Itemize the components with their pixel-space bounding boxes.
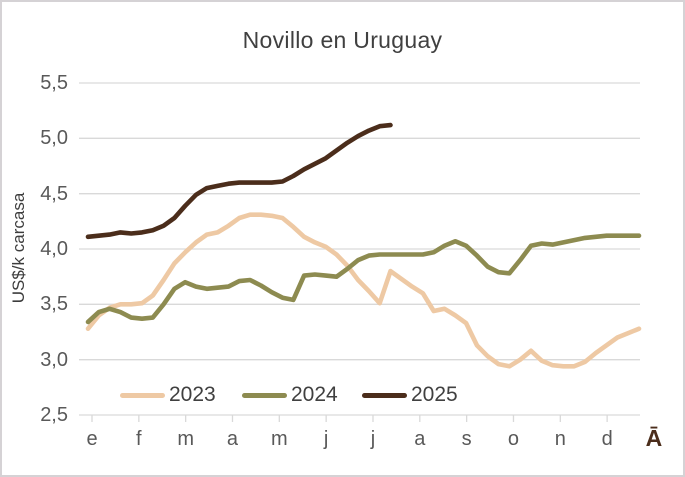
y-tick-label: 5,0 [40, 127, 68, 150]
x-axis-overflow-label: Ā [645, 425, 663, 451]
y-tick-label: 2,5 [40, 404, 68, 426]
y-tick-label: 4,5 [40, 182, 68, 205]
chart-title: Novillo en Uruguay [242, 27, 443, 53]
y-tick-label: 3,0 [40, 348, 68, 371]
x-tick-label: m [270, 428, 288, 450]
legend-label: 2025 [411, 383, 458, 406]
x-tick-label: a [414, 428, 426, 450]
y-tick-label: 5,5 [40, 72, 68, 94]
series-line-2023 [85, 212, 642, 369]
x-tick-label: o [507, 428, 520, 450]
x-tick-label: j [370, 428, 376, 450]
x-tick-label: e [86, 428, 98, 450]
y-tick-label: 3,5 [40, 293, 68, 316]
x-tick-label: s [461, 428, 472, 450]
series-line-2024 [85, 233, 642, 325]
legend-item-2023: 2023 [120, 383, 216, 406]
x-tick-label: j [323, 428, 329, 450]
legend-swatch-2024 [242, 392, 287, 398]
legend-swatch-2025 [362, 392, 407, 398]
y-tick-label: 4,0 [40, 238, 68, 260]
x-tick-label: d [601, 428, 613, 450]
legend-label: 2024 [291, 383, 338, 406]
legend-item-2024: 2024 [242, 383, 338, 406]
legend-swatch-2023 [120, 392, 165, 398]
x-tick-label: a [226, 428, 239, 450]
x-tick-label: f [136, 428, 142, 450]
series-line-2025 [85, 122, 393, 240]
legend-item-2025: 2025 [362, 383, 458, 406]
legend-label: 2023 [169, 383, 216, 406]
x-tick-label: n [554, 428, 566, 450]
x-tick-label: m [177, 428, 194, 450]
